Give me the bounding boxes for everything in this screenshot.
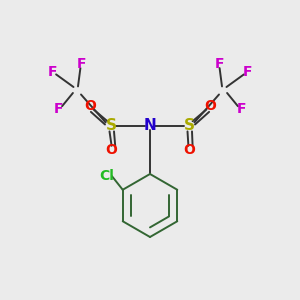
Text: F: F [48,65,57,79]
Text: F: F [243,65,252,79]
Text: Cl: Cl [99,169,114,182]
Text: F: F [237,102,246,116]
Text: N: N [144,118,156,134]
Text: O: O [84,100,96,113]
Text: F: F [214,58,224,71]
Text: F: F [76,58,86,71]
Text: O: O [105,143,117,157]
Text: O: O [204,100,216,113]
Text: S: S [184,118,194,134]
Text: O: O [183,143,195,157]
Text: F: F [54,102,63,116]
Text: S: S [106,118,116,134]
